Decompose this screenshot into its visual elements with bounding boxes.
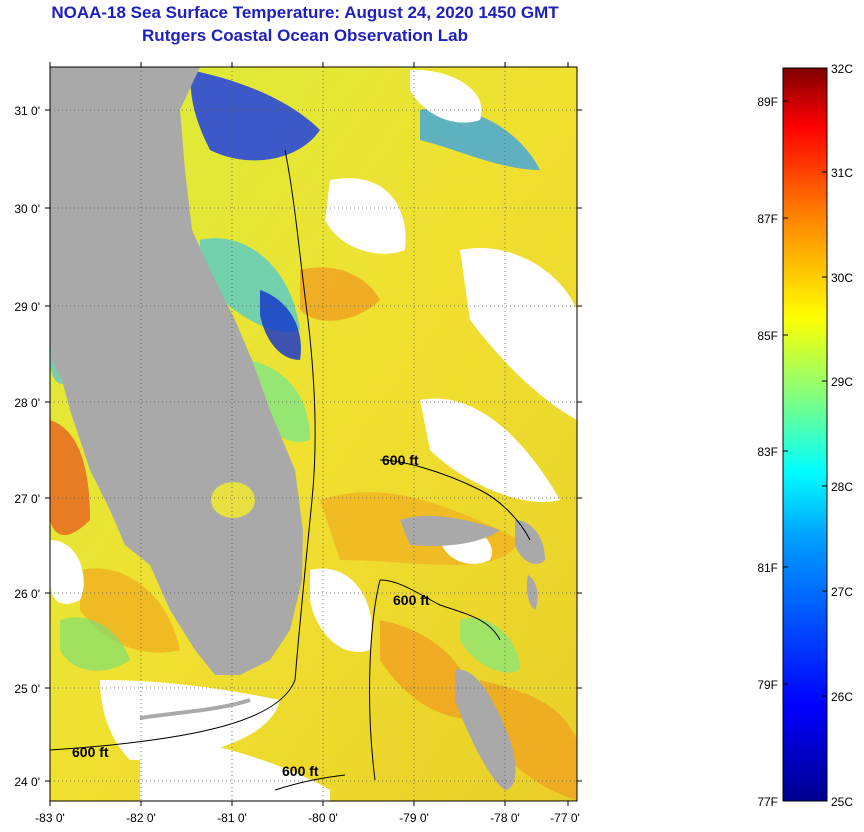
cloud-mask bbox=[310, 568, 372, 652]
cloud-mask bbox=[410, 69, 482, 123]
lat-label: 30 0' bbox=[14, 202, 40, 216]
celsius-label: 26C bbox=[831, 690, 853, 704]
longitude-labels: -83 0' -82 0' -81 0' -80 0' -79 0' -78 0… bbox=[35, 811, 580, 825]
colorbar-celsius-labels: 32C 31C 30C 29C 28C 27C 26C 25C bbox=[831, 62, 853, 809]
lat-label: 26 0' bbox=[14, 587, 40, 601]
map-title: NOAA-18 Sea Surface Temperature: August … bbox=[51, 3, 559, 22]
contour-label: 600 ft bbox=[282, 763, 319, 779]
warm-patch bbox=[480, 680, 577, 800]
isobath-600ft-tongue bbox=[369, 579, 381, 781]
fahrenheit-label: 85F bbox=[757, 329, 778, 343]
cold-patch bbox=[260, 290, 301, 360]
cloud-mask bbox=[50, 540, 84, 604]
warm-patch bbox=[300, 267, 380, 321]
colorbar-fahrenheit-labels: 89F 87F 85F 83F 81F 79F 77F bbox=[757, 95, 778, 809]
fahrenheit-label: 89F bbox=[757, 95, 778, 109]
cool-patch bbox=[60, 617, 130, 671]
celsius-label: 32C bbox=[831, 62, 853, 76]
lat-label: 27 0' bbox=[14, 492, 40, 506]
contour-labels: 600 ft 600 ft 600 ft 600 ft bbox=[72, 452, 430, 779]
plot-frame bbox=[49, 66, 578, 802]
latitude-labels: 31 0' 30 0' 29 0' 28 0' 27 0' 26 0' 25 0… bbox=[14, 104, 40, 789]
tick-marks bbox=[45, 62, 582, 806]
fahrenheit-label: 79F bbox=[757, 678, 778, 692]
isobath-600ft-bahama-south bbox=[379, 579, 501, 641]
fahrenheit-label: 77F bbox=[757, 795, 778, 809]
contour-label: 600 ft bbox=[393, 592, 430, 608]
contour-label: 600 ft bbox=[382, 452, 419, 468]
celsius-label: 31C bbox=[831, 166, 853, 180]
celsius-label: 27C bbox=[831, 585, 853, 599]
lon-label: -77 0' bbox=[550, 811, 580, 825]
celsius-label: 25C bbox=[831, 795, 853, 809]
cold-patch bbox=[420, 108, 540, 170]
lon-label: -83 0' bbox=[35, 811, 65, 825]
celsius-label: 30C bbox=[831, 271, 853, 285]
cloud-mask bbox=[140, 730, 330, 801]
lat-label: 24 0' bbox=[14, 775, 40, 789]
fahrenheit-label: 81F bbox=[757, 561, 778, 575]
isobath-600ft-florida bbox=[50, 149, 316, 751]
celsius-label: 29C bbox=[831, 375, 853, 389]
cloud-mask bbox=[460, 248, 577, 420]
lat-label: 29 0' bbox=[14, 300, 40, 314]
cloud-mask bbox=[420, 398, 560, 502]
bahamas-cay bbox=[526, 575, 538, 610]
lat-label: 28 0' bbox=[14, 396, 40, 410]
lon-label: -79 0' bbox=[399, 811, 429, 825]
abaco-island bbox=[515, 520, 545, 565]
colorbar: 89F 87F 85F 83F 81F 79F 77F 32C 31C 30C … bbox=[757, 62, 853, 809]
florida-keys bbox=[139, 698, 251, 720]
lake-okeechobee bbox=[211, 482, 255, 518]
lon-label: -80 0' bbox=[308, 811, 338, 825]
celsius-label: 28C bbox=[831, 480, 853, 494]
map-subtitle: Rutgers Coastal Ocean Observation Lab bbox=[142, 26, 468, 45]
contour-label: 600 ft bbox=[72, 744, 109, 760]
fahrenheit-label: 83F bbox=[757, 445, 778, 459]
isobath-600ft-bahama-north bbox=[379, 459, 531, 541]
fahrenheit-label: 87F bbox=[757, 212, 778, 226]
lat-label: 25 0' bbox=[14, 682, 40, 696]
andros-island bbox=[455, 669, 516, 790]
cold-patch bbox=[190, 70, 320, 161]
cool-patch bbox=[250, 360, 310, 442]
lon-label: -81 0' bbox=[217, 811, 247, 825]
lon-label: -78 0' bbox=[490, 811, 520, 825]
colorbar-scale bbox=[782, 67, 828, 802]
map-plot-area bbox=[50, 67, 577, 801]
lon-label: -82 0' bbox=[126, 811, 156, 825]
colorbar-ticks bbox=[783, 100, 827, 697]
florida-landmass bbox=[50, 67, 303, 675]
warm-patch bbox=[50, 420, 90, 535]
lat-label: 31 0' bbox=[14, 104, 40, 118]
grand-bahama-island bbox=[400, 515, 500, 547]
cloud-mask bbox=[325, 178, 406, 254]
